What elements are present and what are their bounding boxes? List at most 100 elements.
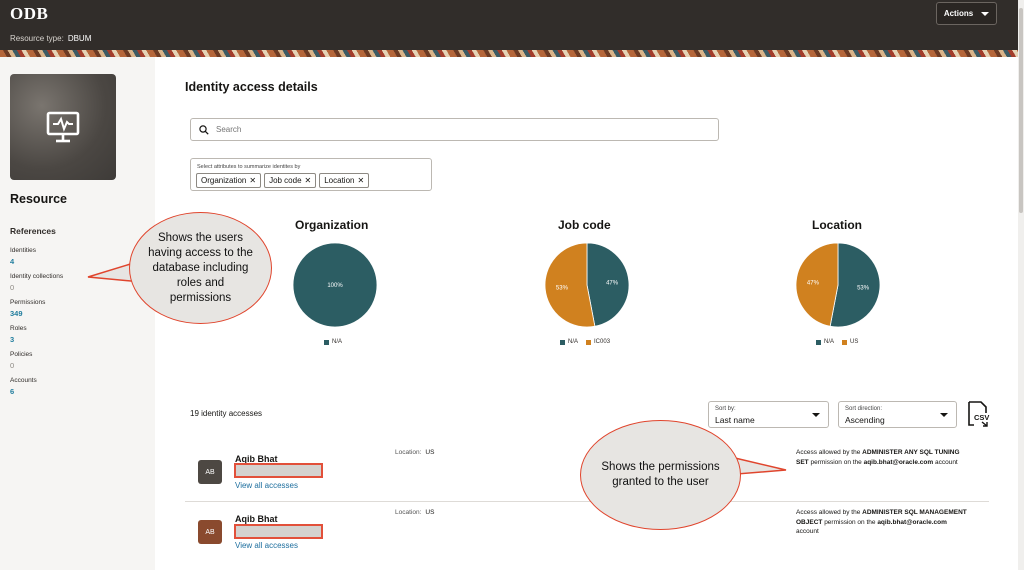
user-name: Aqib Bhat xyxy=(235,514,278,524)
ref-label: Policies xyxy=(10,351,33,358)
user-name: Aqib Bhat xyxy=(235,454,278,464)
sort-direction-select[interactable]: Sort direction: Ascending xyxy=(838,401,957,428)
ref-value-link[interactable]: 349 xyxy=(10,309,23,318)
resource-title: Resource xyxy=(10,192,67,206)
sort-direction-value: Ascending xyxy=(845,415,885,425)
scrollbar[interactable] xyxy=(1018,0,1024,570)
references-title: References xyxy=(10,226,56,236)
ref-label: Roles xyxy=(10,325,27,332)
sort-by-value: Last name xyxy=(715,415,755,425)
close-icon[interactable]: ✕ xyxy=(357,176,365,185)
ref-label: Permissions xyxy=(10,299,46,306)
search-input[interactable] xyxy=(216,125,696,134)
chevron-down-icon xyxy=(812,413,820,417)
chip-label: Location xyxy=(324,176,355,185)
ref-policies: Policies 0 xyxy=(10,351,32,370)
legend-item: N/A xyxy=(816,339,834,345)
pie-chart-organization: 100% xyxy=(292,242,378,328)
chip-job-code[interactable]: Job code ✕ xyxy=(264,173,317,188)
resource-type-value: DBUM xyxy=(67,34,92,43)
ref-label: Accounts xyxy=(10,377,37,384)
pie-data-label: 53% xyxy=(556,285,569,291)
legend-swatch xyxy=(324,339,329,345)
ref-permissions: Permissions 349 xyxy=(10,299,45,318)
list-item: AB Aqib Bhat View all accesses Location:… xyxy=(185,502,989,562)
legend-item: N/A xyxy=(324,339,342,345)
legend-item: IC003 xyxy=(586,339,610,345)
chip-organization[interactable]: Organization ✕ xyxy=(196,173,262,188)
pie-slice-n-a[interactable] xyxy=(829,242,881,328)
pie-slice-n-a[interactable] xyxy=(292,242,378,328)
sort-by-select[interactable]: Sort by: Last name xyxy=(708,401,829,428)
resource-type: Resource type: DBUM xyxy=(10,34,91,43)
search-box[interactable] xyxy=(190,118,719,141)
chip-location[interactable]: Location ✕ xyxy=(319,173,370,188)
list-item: AB Aqib Bhat View all accesses Location:… xyxy=(185,442,989,502)
sort-by-label: Sort by: xyxy=(715,406,736,412)
close-icon[interactable]: ✕ xyxy=(249,176,257,185)
callout-users-access: Shows the users having access to the dat… xyxy=(129,212,272,324)
location-value: US xyxy=(425,449,435,456)
svg-text:CSV: CSV xyxy=(974,413,989,422)
actions-button[interactable]: Actions xyxy=(936,2,997,25)
scrollbar-thumb[interactable] xyxy=(1019,8,1023,213)
pie-slice-n-a[interactable] xyxy=(586,242,630,327)
legend-label: US xyxy=(850,339,859,345)
chip-label: Organization xyxy=(201,176,247,185)
sort-direction-label: Sort direction: xyxy=(845,406,883,412)
view-all-accesses-link[interactable]: View all accesses xyxy=(235,481,298,490)
ref-value: 0 xyxy=(10,361,15,370)
location-value: US xyxy=(425,509,435,516)
ref-value-link[interactable]: 4 xyxy=(10,257,15,266)
pie-slice-us[interactable] xyxy=(795,242,839,327)
perm-prefix: Access allowed by the xyxy=(796,509,861,516)
pie-chart-location: 53% 47% xyxy=(795,242,881,328)
ref-identities: Identities 4 xyxy=(10,247,36,266)
permission-description: Access allowed by the ADMINISTER ANY SQL… xyxy=(796,448,971,467)
app-header: ODB Resource type: DBUM Actions xyxy=(0,0,1024,50)
perm-name: ADMINISTER ANY SQL TUNING SET xyxy=(796,449,960,466)
legend-job-code: N/A IC003 xyxy=(560,339,610,345)
pie-data-label: 47% xyxy=(606,281,619,287)
actions-label: Actions xyxy=(943,9,974,18)
legend-location: N/A US xyxy=(816,339,858,345)
location-field: Location: US xyxy=(395,449,434,456)
chart-title-job-code: Job code xyxy=(558,218,611,232)
perm-suffix: account xyxy=(934,458,958,466)
monitor-pulse-icon xyxy=(46,111,80,143)
redacted-field xyxy=(234,524,323,539)
pie-slice-ic003[interactable] xyxy=(544,242,596,328)
chevron-down-icon xyxy=(981,11,990,16)
perm-mid: permission on the xyxy=(824,518,876,526)
perm-account: aqib.bhat@oracle.com xyxy=(877,518,947,526)
perm-prefix: Access allowed by the xyxy=(796,449,861,456)
location-label: Location: xyxy=(395,509,422,516)
pie-data-label: 100% xyxy=(327,283,343,289)
chart-title-location: Location xyxy=(812,218,862,232)
chevron-down-icon xyxy=(940,413,948,417)
ref-value-link[interactable]: 3 xyxy=(10,335,15,344)
ref-roles: Roles 3 xyxy=(10,325,27,344)
identity-access-count: 19 identity accesses xyxy=(190,409,263,418)
redacted-field xyxy=(234,463,323,478)
chip-label: Job code xyxy=(269,176,302,185)
close-icon[interactable]: ✕ xyxy=(304,176,312,185)
search-icon xyxy=(199,124,209,135)
resource-type-label: Resource type: xyxy=(10,34,64,43)
legend-label: N/A xyxy=(568,339,579,345)
pie-data-label: 47% xyxy=(807,281,820,287)
csv-export-icon[interactable]: CSV xyxy=(966,401,990,427)
page-title: Identity access details xyxy=(185,80,318,94)
avatar: AB xyxy=(198,460,222,484)
legend-swatch xyxy=(586,339,592,345)
perm-account: aqib.bhat@oracle.com xyxy=(863,458,934,466)
legend-swatch xyxy=(816,339,821,345)
brand-logo[interactable]: ODB xyxy=(10,4,49,23)
resource-tile xyxy=(10,74,116,180)
view-all-accesses-link[interactable]: View all accesses xyxy=(235,541,298,550)
attribute-selector-label: Select attributes to summarize identites… xyxy=(197,164,301,170)
ref-value-link[interactable]: 6 xyxy=(10,387,15,396)
attribute-selector[interactable]: Select attributes to summarize identites… xyxy=(190,158,432,191)
legend-item: US xyxy=(842,339,858,345)
ref-label: Identities xyxy=(10,247,37,254)
